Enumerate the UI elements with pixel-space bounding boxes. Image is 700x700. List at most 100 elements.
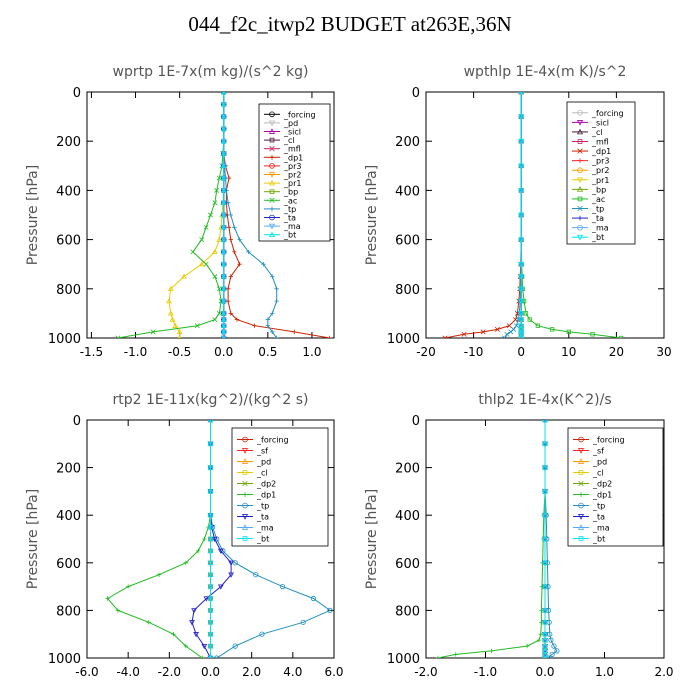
data-point-bt — [220, 322, 227, 328]
data-point-bt — [542, 513, 548, 518]
legend-marker — [241, 514, 249, 520]
x-tick-label: -2.0 — [158, 665, 181, 679]
legend-label: _ma — [256, 524, 274, 533]
data-point-dp1 — [202, 536, 207, 542]
data-point-bt — [542, 536, 548, 542]
data-point-dp1 — [252, 323, 257, 328]
legend-marker — [269, 189, 275, 195]
data-point-bt — [220, 101, 227, 107]
data-point-tp — [259, 631, 265, 637]
data-point-bt — [542, 632, 548, 637]
legend-marker — [578, 470, 584, 475]
data-point-ta — [228, 572, 234, 578]
y-tick-label: 800 — [395, 283, 420, 298]
data-point-bt — [220, 273, 227, 279]
data-point-bt — [208, 572, 213, 577]
data-point-pr1 — [216, 236, 223, 242]
data-point-dp1 — [442, 335, 448, 338]
data-point-bt — [518, 188, 525, 194]
legend-label: _bt — [283, 231, 296, 240]
data-point-tp — [261, 262, 266, 267]
data-point-bt — [518, 323, 525, 329]
data-point-ta — [193, 632, 199, 638]
data-point-tp — [232, 225, 237, 230]
legend-label: _pd — [592, 458, 607, 467]
data-point-ma — [543, 654, 547, 658]
data-point-tp — [508, 329, 514, 335]
legend-label: _dp2 — [256, 480, 276, 489]
data-point-bt — [518, 274, 525, 280]
legend-label: _tp — [592, 502, 605, 511]
legend-marker — [577, 224, 583, 231]
data-point-tp — [513, 323, 519, 329]
data-point-ac — [566, 329, 571, 335]
data-point-tp — [549, 651, 555, 658]
chart-panel-2: wpthlp 1E-4x(m K)/s^2 Pressure [hPa] -20 -1… — [364, 64, 672, 359]
y-axis-label: Pressure [hPa] — [25, 489, 41, 589]
x-tick-label: -4.0 — [116, 665, 139, 679]
data-point-pr1 — [176, 328, 183, 335]
data-point-bt — [222, 334, 226, 338]
legend-label: _dp1 — [591, 147, 611, 156]
data-point-bt — [220, 316, 227, 322]
y-axis-label: Pressure [hPa] — [364, 165, 380, 265]
x-tick-label: -20 — [416, 345, 436, 359]
x-tick-label: 30 — [656, 345, 671, 359]
data-point-ac — [216, 175, 222, 181]
data-point-bt — [518, 317, 525, 323]
data-point-ta — [189, 620, 195, 626]
data-point-pr1 — [181, 273, 187, 279]
legend-label: _cl — [283, 136, 295, 145]
y-tick-label: 1000 — [48, 332, 81, 347]
legend-marker — [268, 120, 276, 127]
y-tick-label: 0 — [412, 414, 420, 429]
data-point-dp1 — [115, 608, 121, 613]
legend-marker — [268, 128, 276, 134]
data-point-bt — [542, 620, 548, 625]
y-tick-label: 600 — [395, 557, 420, 572]
data-point-tp — [310, 595, 317, 602]
data-point-dp1 — [146, 620, 151, 625]
data-point-ac — [194, 323, 200, 329]
data-point-tp — [300, 619, 306, 625]
series-line-dp1 — [106, 420, 211, 658]
data-point-tp — [237, 237, 242, 242]
data-point-tp — [232, 560, 238, 566]
data-point-bt — [518, 311, 525, 317]
legend-marker — [242, 502, 248, 509]
data-point-dp1 — [536, 637, 542, 643]
y-tick-label: 1000 — [387, 332, 420, 347]
data-point-bt — [542, 560, 548, 565]
legend-marker — [242, 480, 248, 487]
data-point-bt — [542, 655, 548, 658]
data-point-bt — [542, 465, 548, 470]
data-point-bt — [542, 489, 548, 494]
legend-marker — [576, 120, 584, 126]
data-point-ac — [208, 212, 213, 218]
data-point-bt — [518, 286, 525, 292]
x-tick-label: -6.0 — [75, 665, 98, 679]
legend-marker — [269, 154, 275, 160]
chart-panel-3: rtp2 1E-11x(kg^2)/(kg^2 s) Pressure [hPa]… — [25, 392, 344, 679]
legend-label: _ta — [256, 513, 269, 522]
data-point-dp1 — [435, 655, 441, 658]
legend-label: _forcing — [592, 436, 625, 445]
x-tick-label: 0 — [517, 345, 525, 359]
legend-marker — [578, 502, 584, 509]
x-tick-label: 1.0 — [595, 665, 614, 679]
data-point-bt — [518, 329, 525, 335]
legend-label: _pr2 — [283, 171, 301, 180]
data-point-pr1 — [167, 285, 174, 291]
data-point-bt — [542, 637, 548, 643]
data-point-bt — [518, 335, 525, 338]
data-point-bt — [542, 420, 548, 423]
data-point-bt — [518, 262, 525, 268]
series-group — [435, 420, 560, 658]
legend-label: _dp1 — [592, 491, 612, 500]
legend-marker — [577, 215, 583, 221]
legend-label: _tp — [256, 502, 269, 511]
x-tick-label: 2.0 — [242, 665, 261, 679]
y-axis-label: Pressure [hPa] — [364, 489, 380, 589]
data-point-bt — [220, 285, 227, 291]
